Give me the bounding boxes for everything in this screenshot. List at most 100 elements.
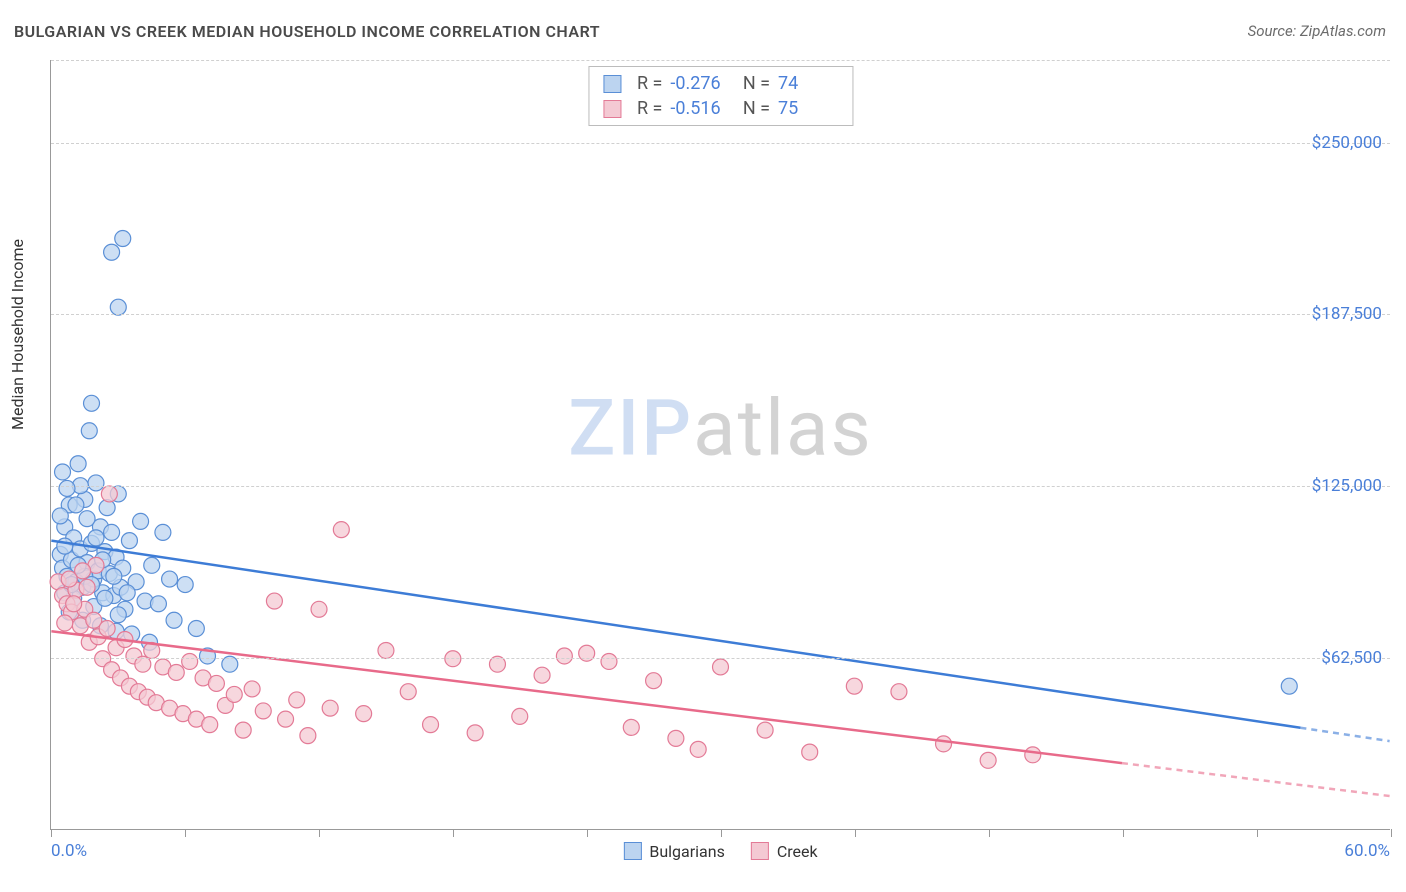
scatter-point bbox=[289, 692, 305, 708]
scatter-point bbox=[278, 711, 294, 727]
scatter-point bbox=[467, 725, 483, 741]
scatter-point bbox=[97, 590, 113, 606]
scatter-point bbox=[57, 538, 73, 554]
scatter-point bbox=[646, 673, 662, 689]
chart-container: BULGARIAN VS CREEK MEDIAN HOUSEHOLD INCO… bbox=[0, 0, 1406, 892]
scatter-svg-layer bbox=[51, 60, 1390, 829]
scatter-point bbox=[68, 497, 84, 513]
scatter-point bbox=[1025, 747, 1041, 763]
legend-label-bulgarians: Bulgarians bbox=[649, 842, 724, 861]
scatter-point bbox=[623, 719, 639, 735]
y-tick-label: $125,000 bbox=[1312, 476, 1382, 496]
scatter-point bbox=[556, 648, 572, 664]
scatter-point bbox=[88, 530, 104, 546]
scatter-point bbox=[144, 557, 160, 573]
legend-label-creek: Creek bbox=[777, 842, 818, 861]
scatter-point bbox=[400, 684, 416, 700]
scatter-point bbox=[99, 621, 115, 637]
x-axis-min-label: 0.0% bbox=[51, 841, 87, 861]
scatter-point bbox=[66, 596, 82, 612]
source-attribution: Source: ZipAtlas.com bbox=[1248, 22, 1386, 40]
scatter-point bbox=[378, 642, 394, 658]
trend-line-extrapolated bbox=[1300, 728, 1389, 741]
scatter-point bbox=[155, 524, 171, 540]
n-value-creek: 75 bbox=[778, 98, 838, 119]
scatter-point bbox=[235, 722, 251, 738]
n-label: N = bbox=[738, 98, 770, 119]
scatter-point bbox=[244, 681, 260, 697]
chart-title: BULGARIAN VS CREEK MEDIAN HOUSEHOLD INCO… bbox=[14, 22, 600, 41]
y-tick-label: $187,500 bbox=[1312, 304, 1382, 324]
scatter-point bbox=[70, 456, 86, 472]
scatter-point bbox=[713, 659, 729, 675]
scatter-point bbox=[208, 675, 224, 691]
scatter-point bbox=[79, 511, 95, 527]
r-value-bulgarians: -0.276 bbox=[670, 73, 730, 94]
scatter-point bbox=[423, 717, 439, 733]
swatch-creek bbox=[603, 100, 621, 118]
scatter-point bbox=[55, 464, 71, 480]
scatter-point bbox=[115, 231, 131, 247]
scatter-point bbox=[255, 703, 271, 719]
scatter-point bbox=[226, 686, 242, 702]
scatter-point bbox=[121, 533, 137, 549]
scatter-point bbox=[101, 486, 117, 502]
n-label: N = bbox=[738, 73, 770, 94]
legend-swatch-creek bbox=[751, 842, 769, 860]
legend-swatch-bulgarians bbox=[623, 842, 641, 860]
scatter-point bbox=[162, 571, 178, 587]
scatter-point bbox=[891, 684, 907, 700]
scatter-point bbox=[936, 736, 952, 752]
correlation-row-creek: R = -0.516 N = 75 bbox=[603, 96, 838, 121]
scatter-point bbox=[356, 706, 372, 722]
scatter-point bbox=[79, 579, 95, 595]
scatter-point bbox=[104, 524, 120, 540]
legend-item-creek: Creek bbox=[751, 842, 818, 861]
legend-item-bulgarians: Bulgarians bbox=[623, 842, 724, 861]
r-value-creek: -0.516 bbox=[670, 98, 730, 119]
correlation-legend-box: R = -0.276 N = 74 R = -0.516 N = 75 bbox=[588, 66, 853, 126]
scatter-point bbox=[119, 585, 135, 601]
scatter-point bbox=[59, 480, 75, 496]
scatter-point bbox=[802, 744, 818, 760]
scatter-point bbox=[322, 700, 338, 716]
scatter-point bbox=[177, 577, 193, 593]
y-axis-label: Median Household Income bbox=[8, 239, 27, 430]
x-axis-max-label: 60.0% bbox=[1344, 841, 1390, 861]
scatter-point bbox=[846, 678, 862, 694]
scatter-point bbox=[52, 508, 68, 524]
scatter-point bbox=[202, 717, 218, 733]
trend-line-extrapolated bbox=[1122, 763, 1390, 796]
scatter-point bbox=[133, 513, 149, 529]
scatter-point bbox=[311, 601, 327, 617]
scatter-point bbox=[110, 607, 126, 623]
scatter-point bbox=[266, 593, 282, 609]
scatter-point bbox=[61, 571, 77, 587]
scatter-point bbox=[104, 244, 120, 260]
correlation-row-bulgarians: R = -0.276 N = 74 bbox=[603, 71, 838, 96]
legend-bottom: Bulgarians Creek bbox=[623, 842, 817, 861]
scatter-point bbox=[84, 395, 100, 411]
r-label: R = bbox=[637, 98, 662, 119]
scatter-point bbox=[1281, 678, 1297, 694]
scatter-point bbox=[757, 722, 773, 738]
scatter-point bbox=[980, 752, 996, 768]
scatter-point bbox=[188, 621, 204, 637]
y-tick-label: $250,000 bbox=[1312, 133, 1382, 153]
scatter-point bbox=[81, 423, 97, 439]
scatter-point bbox=[534, 667, 550, 683]
scatter-point bbox=[168, 664, 184, 680]
scatter-point bbox=[690, 741, 706, 757]
y-tick-label: $62,500 bbox=[1321, 648, 1382, 668]
scatter-point bbox=[57, 615, 73, 631]
scatter-point bbox=[182, 653, 198, 669]
scatter-point bbox=[300, 728, 316, 744]
swatch-bulgarians bbox=[603, 75, 621, 93]
scatter-point bbox=[333, 522, 349, 538]
scatter-point bbox=[150, 596, 166, 612]
scatter-point bbox=[601, 653, 617, 669]
scatter-point bbox=[88, 475, 104, 491]
scatter-point bbox=[110, 299, 126, 315]
scatter-point bbox=[106, 568, 122, 584]
scatter-point bbox=[512, 708, 528, 724]
